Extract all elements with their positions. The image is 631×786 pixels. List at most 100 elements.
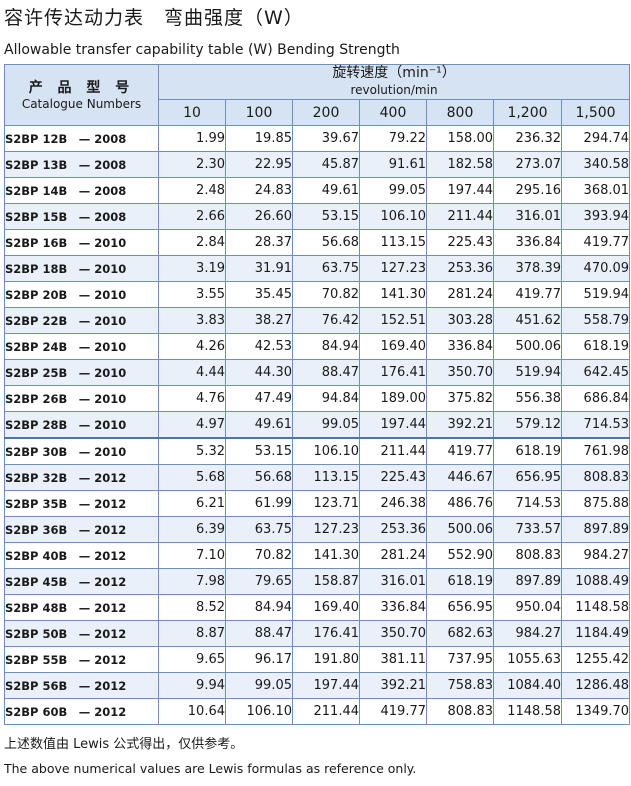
speed-col-header: 1,200 <box>493 99 562 126</box>
power-value-cell: 419.77 <box>493 281 562 308</box>
power-value-cell: 91.61 <box>359 151 427 178</box>
power-value-cell: 4.26 <box>158 333 226 360</box>
catalogue-number-cell: S2BP 13B — 2008 <box>4 151 159 178</box>
power-value-cell: 500.06 <box>426 516 494 543</box>
power-value-cell: 375.82 <box>426 385 494 412</box>
power-value-cell: 123.71 <box>292 490 360 517</box>
table-row: S2BP 55B — 2012 9.65 96.17 191.80 381.11 737.… <box>4 646 631 673</box>
power-value-cell: 642.45 <box>560 359 631 386</box>
power-value-cell: 1349.70 <box>560 698 631 725</box>
power-value-cell: 9.65 <box>158 646 226 673</box>
power-value-cell: 197.44 <box>292 672 360 699</box>
power-value-cell: 758.83 <box>426 672 494 699</box>
power-value-cell: 486.76 <box>426 490 494 517</box>
speed-header-en: revolution/min <box>350 83 438 97</box>
table-row: S2BP 16B — 2010 2.84 28.37 56.68 113.15 225.4… <box>4 229 631 256</box>
table-row: S2BP 50B — 2012 8.87 88.47 176.41 350.70 682.… <box>4 620 631 647</box>
power-value-cell: 1.99 <box>158 125 226 152</box>
power-value-cell: 53.15 <box>292 203 360 230</box>
power-value-cell: 6.21 <box>158 490 226 517</box>
page-title: 容许传达动力表 弯曲强度（W） <box>4 7 304 29</box>
note-en: The above numerical values are Lewis for… <box>4 761 417 776</box>
speed-row: 10 100 200 400 800 1,200 1,500 <box>5 99 631 126</box>
power-value-cell: 253.36 <box>359 516 427 543</box>
table-row: S2BP 24B — 2010 4.26 42.53 84.94 169.40 336.8… <box>4 333 631 360</box>
speed-col-header: 100 <box>225 99 293 126</box>
power-value-cell: 211.44 <box>292 698 360 725</box>
power-value-cell: 2.84 <box>158 229 226 256</box>
power-value-cell: 158.00 <box>426 125 494 152</box>
power-value-cell: 49.61 <box>225 411 293 439</box>
power-value-cell: 336.84 <box>426 333 494 360</box>
table-row: S2BP 18B — 2010 3.19 31.91 63.75 127.23 253.3… <box>4 255 631 282</box>
power-value-cell: 2.48 <box>158 177 226 204</box>
power-value-cell: 47.49 <box>225 385 293 412</box>
catalogue-number-cell: S2BP 24B — 2010 <box>4 333 159 360</box>
power-value-cell: 350.70 <box>426 359 494 386</box>
power-value-cell: 253.36 <box>426 255 494 282</box>
power-value-cell: 686.84 <box>560 385 631 412</box>
power-value-cell: 579.12 <box>493 411 562 439</box>
power-value-cell: 8.87 <box>158 620 226 647</box>
power-value-cell: 94.84 <box>292 385 360 412</box>
catalogue-number-cell: S2BP 50B — 2012 <box>4 620 159 647</box>
speed-col-header: 400 <box>359 99 427 126</box>
power-value-cell: 24.83 <box>225 177 293 204</box>
power-value-cell: 26.60 <box>225 203 293 230</box>
catalogue-number-cell: S2BP 12B — 2008 <box>4 125 159 152</box>
power-value-cell: 53.15 <box>225 437 293 465</box>
power-value-cell: 316.01 <box>359 568 427 595</box>
catalogue-number-cell: S2BP 14B — 2008 <box>4 177 159 204</box>
power-value-cell: 176.41 <box>359 359 427 386</box>
speed-header: 旋转速度（min⁻¹） revolution/min <box>157 64 631 100</box>
power-value-cell: 79.65 <box>225 568 293 595</box>
power-value-cell: 225.43 <box>359 464 427 491</box>
catalogue-number-cell: S2BP 35B — 2012 <box>4 490 159 517</box>
power-value-cell: 1148.58 <box>560 594 631 621</box>
power-value-cell: 419.77 <box>426 437 494 465</box>
power-value-cell: 211.44 <box>359 437 427 465</box>
power-value-cell: 897.89 <box>493 568 562 595</box>
power-value-cell: 4.97 <box>158 411 226 439</box>
power-value-cell: 70.82 <box>225 542 293 569</box>
power-value-cell: 500.06 <box>493 333 562 360</box>
power-value-cell: 336.84 <box>359 594 427 621</box>
table-row: S2BP 56B — 2012 9.94 99.05 197.44 392.21 758.… <box>4 672 631 699</box>
table-body: S2BP 12B — 2008 1.99 19.85 39.67 79.22 158.00… <box>4 125 631 725</box>
power-value-cell: 5.68 <box>158 464 226 491</box>
power-value-cell: 340.58 <box>560 151 631 178</box>
speed-col-header: 800 <box>426 99 494 126</box>
catalogue-number-cell: S2BP 28B — 2010 <box>4 411 159 439</box>
power-value-cell: 141.30 <box>359 281 427 308</box>
power-value-cell: 70.82 <box>292 281 360 308</box>
power-value-cell: 950.04 <box>493 594 562 621</box>
power-value-cell: 42.53 <box>225 333 293 360</box>
power-value-cell: 419.77 <box>560 229 631 256</box>
power-value-cell: 1055.63 <box>493 646 562 673</box>
power-value-cell: 84.94 <box>225 594 293 621</box>
catalogue-number-cell: S2BP 26B — 2010 <box>4 385 159 412</box>
power-value-cell: 63.75 <box>225 516 293 543</box>
power-value-cell: 295.16 <box>493 177 562 204</box>
catalogue-number-cell: S2BP 22B — 2010 <box>4 307 159 334</box>
speed-col-header: 200 <box>292 99 360 126</box>
power-value-cell: 38.27 <box>225 307 293 334</box>
power-value-cell: 714.53 <box>493 490 562 517</box>
power-value-cell: 197.44 <box>426 177 494 204</box>
power-value-cell: 127.23 <box>292 516 360 543</box>
power-value-cell: 378.39 <box>493 255 562 282</box>
power-value-cell: 368.01 <box>560 177 631 204</box>
power-value-cell: 897.89 <box>560 516 631 543</box>
power-value-cell: 808.83 <box>560 464 631 491</box>
power-value-cell: 8.52 <box>158 594 226 621</box>
power-value-cell: 31.91 <box>225 255 293 282</box>
power-value-cell: 99.05 <box>225 672 293 699</box>
power-value-cell: 733.57 <box>493 516 562 543</box>
power-value-cell: 99.05 <box>359 177 427 204</box>
power-value-cell: 3.55 <box>158 281 226 308</box>
power-value-cell: 316.01 <box>493 203 562 230</box>
power-value-cell: 56.68 <box>225 464 293 491</box>
power-value-cell: 303.28 <box>426 307 494 334</box>
catalogue-number-cell: S2BP 20B — 2010 <box>4 281 159 308</box>
power-value-cell: 1286.48 <box>560 672 631 699</box>
